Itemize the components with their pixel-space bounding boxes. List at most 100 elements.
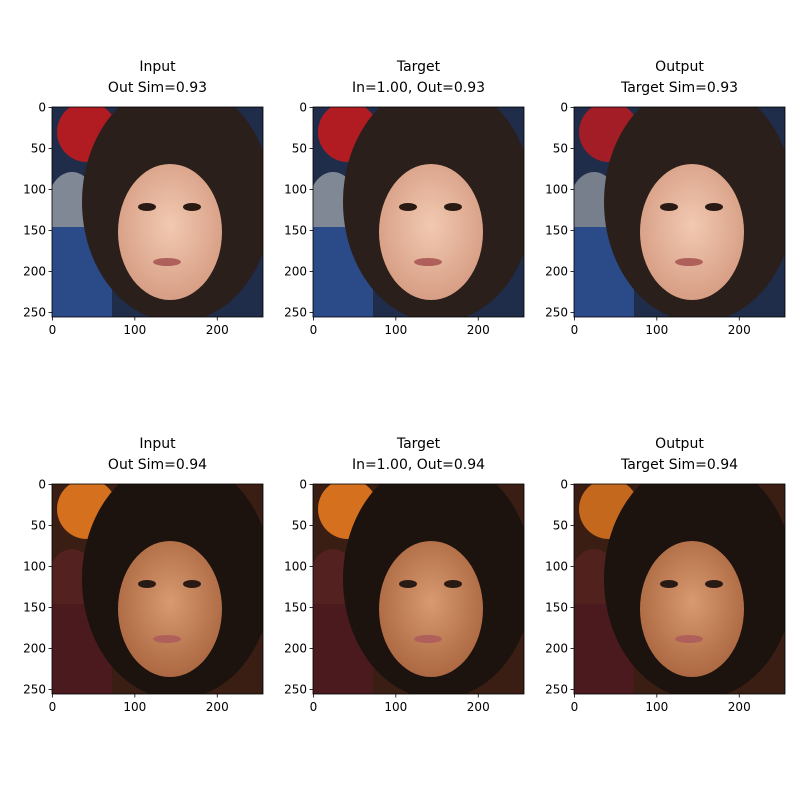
panel: Output Target Sim=0.94 0 100 200 0 50 100 150 200…: [545, 436, 786, 714]
y-tick-label: 100: [545, 559, 568, 573]
photo-eye: [705, 203, 723, 211]
axes-frame: [51, 483, 264, 695]
y-tick-label: 250: [545, 305, 568, 319]
panel: Input Out Sim=0.94 0 100 200 0 50 100 150 200 250: [23, 436, 264, 714]
y-tick-label: 150: [545, 600, 568, 614]
x-tick-label: 0: [49, 323, 57, 337]
panel: Output Target Sim=0.93 0 100 200 0 50 100 150 200…: [545, 59, 786, 337]
y-tick-label: 250: [284, 682, 307, 696]
panel: Target In=1.00, Out=0.93 0 100 200 0 50 100 150 2…: [284, 59, 525, 337]
photo-eye: [183, 203, 201, 211]
y-tick-label: 200: [284, 641, 307, 655]
panel-subtitle: Out Sim=0.94: [108, 457, 207, 473]
x-tick-label: 200: [467, 700, 490, 714]
y-tick-label: 150: [23, 600, 46, 614]
photo-eye: [444, 203, 462, 211]
y-tick-label: 150: [284, 223, 307, 237]
y-tick-label: 250: [284, 305, 307, 319]
photo: [313, 484, 524, 694]
y-tick-label: 150: [545, 223, 568, 237]
y-tick-label: 0: [299, 100, 307, 114]
panel-title: Input: [139, 59, 176, 75]
y-tick-label: 150: [23, 223, 46, 237]
photo-face: [640, 541, 744, 677]
photo-face: [640, 164, 744, 300]
x-tick-label: 200: [206, 700, 229, 714]
x-tick-label: 200: [467, 323, 490, 337]
y-tick-label: 50: [31, 518, 46, 532]
panel-title: Target: [396, 59, 441, 75]
x-tick-label: 0: [571, 700, 579, 714]
x-tick-label: 0: [571, 323, 579, 337]
photo: [574, 484, 785, 694]
photo-eye: [183, 580, 201, 588]
x-tick-label: 100: [123, 700, 146, 714]
y-tick-label: 250: [23, 305, 46, 319]
photo-mouth: [414, 258, 442, 266]
photo: [52, 107, 263, 317]
axes-frame: [573, 483, 786, 695]
y-tick-label: 100: [23, 559, 46, 573]
photo-eye: [399, 580, 417, 588]
x-tick-label: 0: [310, 323, 318, 337]
x-tick-label: 0: [49, 700, 57, 714]
y-tick-label: 0: [38, 477, 46, 491]
photo-eye: [705, 580, 723, 588]
panel: Target In=1.00, Out=0.94 0 100 200 0 50 100 150 2…: [284, 436, 525, 714]
x-tick-label: 100: [123, 323, 146, 337]
x-tick-label: 100: [645, 323, 668, 337]
axes-frame: [312, 483, 525, 695]
x-tick-label: 100: [384, 323, 407, 337]
x-tick-label: 100: [384, 700, 407, 714]
axes-frame: [312, 106, 525, 318]
y-tick-label: 100: [284, 559, 307, 573]
photo-face: [379, 541, 483, 677]
photo: [313, 107, 524, 317]
panel-subtitle: In=1.00, Out=0.94: [352, 457, 485, 473]
x-tick-label: 0: [310, 700, 318, 714]
photo-face: [379, 164, 483, 300]
axes-frame: [573, 106, 786, 318]
panel-title: Output: [655, 436, 704, 452]
x-tick-label: 200: [728, 700, 751, 714]
photo-mouth: [414, 635, 442, 643]
x-tick-label: 100: [645, 700, 668, 714]
photo-mouth: [153, 635, 181, 643]
photo-eye: [660, 203, 678, 211]
y-tick-label: 50: [292, 518, 307, 532]
y-tick-label: 50: [553, 141, 568, 155]
y-tick-label: 250: [23, 682, 46, 696]
x-tick-label: 200: [206, 323, 229, 337]
y-tick-label: 0: [299, 477, 307, 491]
y-tick-label: 50: [31, 141, 46, 155]
photo: [574, 107, 785, 317]
y-tick-label: 0: [38, 100, 46, 114]
panel-title: Target: [396, 436, 441, 452]
photo: [52, 484, 263, 694]
panel-subtitle: Target Sim=0.94: [620, 457, 738, 473]
photo-mouth: [675, 635, 703, 643]
y-tick-label: 150: [284, 600, 307, 614]
y-tick-label: 50: [553, 518, 568, 532]
photo-eye: [444, 580, 462, 588]
photo-eye: [138, 580, 156, 588]
panel-subtitle: Target Sim=0.93: [620, 80, 738, 96]
y-tick-label: 0: [560, 100, 568, 114]
y-tick-label: 200: [23, 641, 46, 655]
photo-eye: [138, 203, 156, 211]
panel-subtitle: Out Sim=0.93: [108, 80, 207, 96]
y-tick-label: 50: [292, 141, 307, 155]
y-tick-label: 200: [23, 264, 46, 278]
panel-title: Output: [655, 59, 704, 75]
axes-frame: [51, 106, 264, 318]
photo-eye: [660, 580, 678, 588]
photo-mouth: [153, 258, 181, 266]
y-tick-label: 100: [545, 182, 568, 196]
photo-eye: [399, 203, 417, 211]
y-tick-label: 0: [560, 477, 568, 491]
panel-title: Input: [139, 436, 176, 452]
y-tick-label: 200: [545, 264, 568, 278]
y-tick-label: 200: [545, 641, 568, 655]
panel: Input Out Sim=0.93 0 100 200 0 50 100 150 200 250: [23, 59, 264, 337]
